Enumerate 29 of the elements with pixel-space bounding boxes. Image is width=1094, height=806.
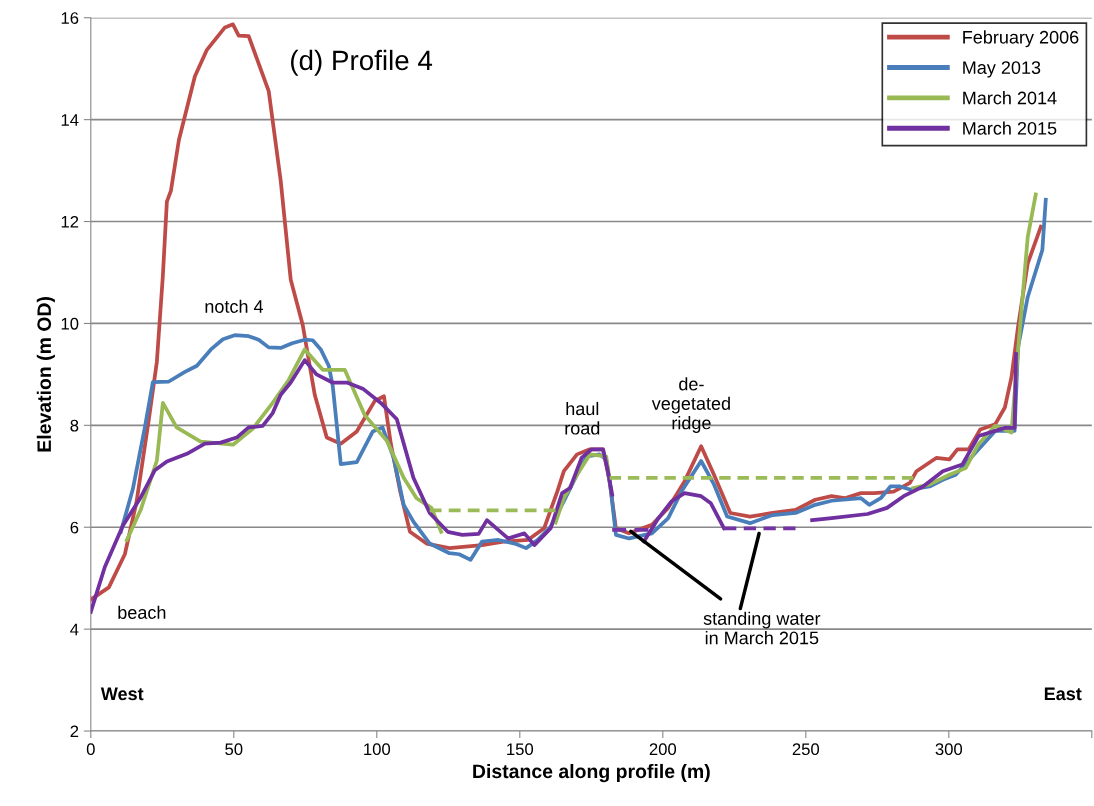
text: (d) Profile 4 [291, 49, 433, 76]
annotation: East [1044, 687, 1082, 701]
annotation: de- vegetated ridge [651, 377, 730, 433]
annotation: standing water in March 2015 [703, 611, 821, 645]
x-tick-label: 0 [86, 743, 95, 756]
legend-label: May 2013 [963, 61, 1041, 78]
annotation: haul road [565, 401, 600, 435]
y-tick-label: 14 [61, 114, 79, 126]
y-tick-label: 4 [70, 623, 79, 636]
x-tick-label: 300 [935, 743, 963, 756]
annotation: beach [118, 605, 166, 619]
x-tick-label: 150 [507, 743, 534, 756]
x-tick-label: 200 [649, 743, 677, 756]
legend-label: March 2014 [963, 91, 1057, 105]
x-axis-title: Distance along profile (m) [473, 763, 710, 783]
y-tick-label: 12 [61, 215, 79, 228]
legend-label: March 2015 [963, 121, 1057, 135]
annotation: notch 4 [205, 299, 264, 313]
x-tick-label: 50 [225, 743, 243, 756]
y-tick-label: 6 [70, 521, 79, 534]
annotation: West [100, 687, 144, 701]
y-tick-label: 2 [70, 725, 79, 738]
x-tick-label: 250 [792, 743, 820, 756]
y-tick-label: 10 [61, 317, 79, 330]
y-axis-title: Elevation (m OD) [36, 297, 55, 452]
x-tick-label: 100 [364, 743, 391, 756]
y-tick-label: 8 [70, 419, 79, 432]
y-tick-label: 16 [61, 12, 79, 24]
legend-label: February 2006 [963, 30, 1079, 48]
